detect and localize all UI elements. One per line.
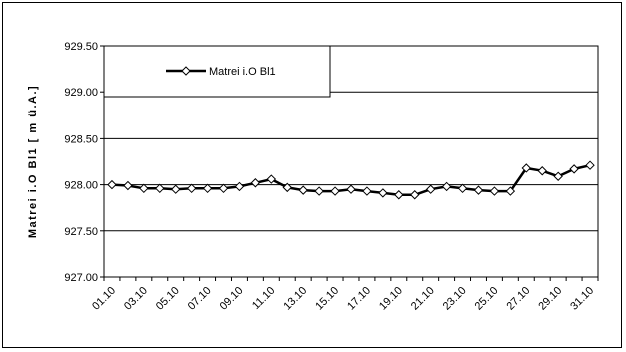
data-point xyxy=(585,160,595,170)
series-layer xyxy=(107,160,595,200)
data-point xyxy=(346,184,356,194)
data-point xyxy=(410,190,420,200)
data-point xyxy=(425,184,436,194)
data-point xyxy=(266,174,277,184)
data-point xyxy=(553,171,563,181)
x-tick-label: 23.10 xyxy=(441,285,469,313)
data-point xyxy=(537,166,547,176)
x-tick-label: 05.10 xyxy=(154,285,182,313)
x-tick-label: 31.10 xyxy=(568,285,596,313)
y-tick-label: 928.50 xyxy=(64,133,98,145)
data-point xyxy=(473,185,484,195)
x-tick-label: 03.10 xyxy=(122,285,150,313)
legend-marker-swatch xyxy=(181,66,191,76)
x-axis-ticks: 01.10 03.10 05.10 07.10 09.10 11.10 13.10 15.10… xyxy=(90,277,599,313)
x-tick-label: 09.10 xyxy=(218,285,246,313)
data-point xyxy=(139,183,149,194)
data-point xyxy=(186,183,197,194)
x-tick-label: 07.10 xyxy=(186,285,214,313)
data-point xyxy=(107,179,117,190)
x-tick-label: 13.10 xyxy=(281,285,309,313)
data-point xyxy=(155,183,165,194)
data-point xyxy=(218,183,229,194)
data-point xyxy=(171,184,181,194)
data-point xyxy=(394,190,404,200)
data-point xyxy=(202,183,213,194)
data-point xyxy=(282,182,292,193)
data-point xyxy=(521,163,531,173)
legend-box xyxy=(103,45,331,98)
x-tick-label: 25.10 xyxy=(473,285,501,313)
chart-frame xyxy=(2,2,622,348)
y-tick-label: 928.00 xyxy=(64,180,98,192)
y-axis-ticks: 927.00 927.50 928.00 928.50 929.00 929.50 xyxy=(64,41,104,284)
data-point xyxy=(489,186,500,196)
y-tick-label: 927.50 xyxy=(64,226,98,238)
x-tick-label: 29.10 xyxy=(536,285,564,313)
data-point xyxy=(298,185,308,195)
data-point xyxy=(378,188,388,198)
x-tick-label: 21.10 xyxy=(409,285,437,313)
x-tick-label: 27.10 xyxy=(504,285,532,313)
data-point xyxy=(250,178,261,188)
data-point xyxy=(362,186,372,196)
data-point xyxy=(234,181,245,192)
y-tick-label: 929.50 xyxy=(64,41,98,53)
data-point xyxy=(457,183,468,194)
x-tick-label: 15.10 xyxy=(313,285,341,313)
data-point xyxy=(441,181,452,192)
y-tick-label: 929.00 xyxy=(64,87,98,99)
y-axis-title: Matrei i.O Bl1 [ m ü.A.] xyxy=(27,85,39,238)
legend-label: Matrei i.O Bl1 xyxy=(209,66,276,78)
x-tick-label: 17.10 xyxy=(345,285,373,313)
legend: Matrei i.O Bl1 xyxy=(103,45,331,98)
data-point xyxy=(569,164,579,174)
x-tick-label: 19.10 xyxy=(377,285,405,313)
data-point xyxy=(123,180,133,191)
data-point xyxy=(330,186,340,196)
data-point xyxy=(314,186,324,196)
data-point xyxy=(505,186,516,196)
y-tick-label: 927.00 xyxy=(64,272,98,284)
x-tick-label: 01.10 xyxy=(90,285,118,313)
x-tick-label: 11.10 xyxy=(250,285,277,312)
